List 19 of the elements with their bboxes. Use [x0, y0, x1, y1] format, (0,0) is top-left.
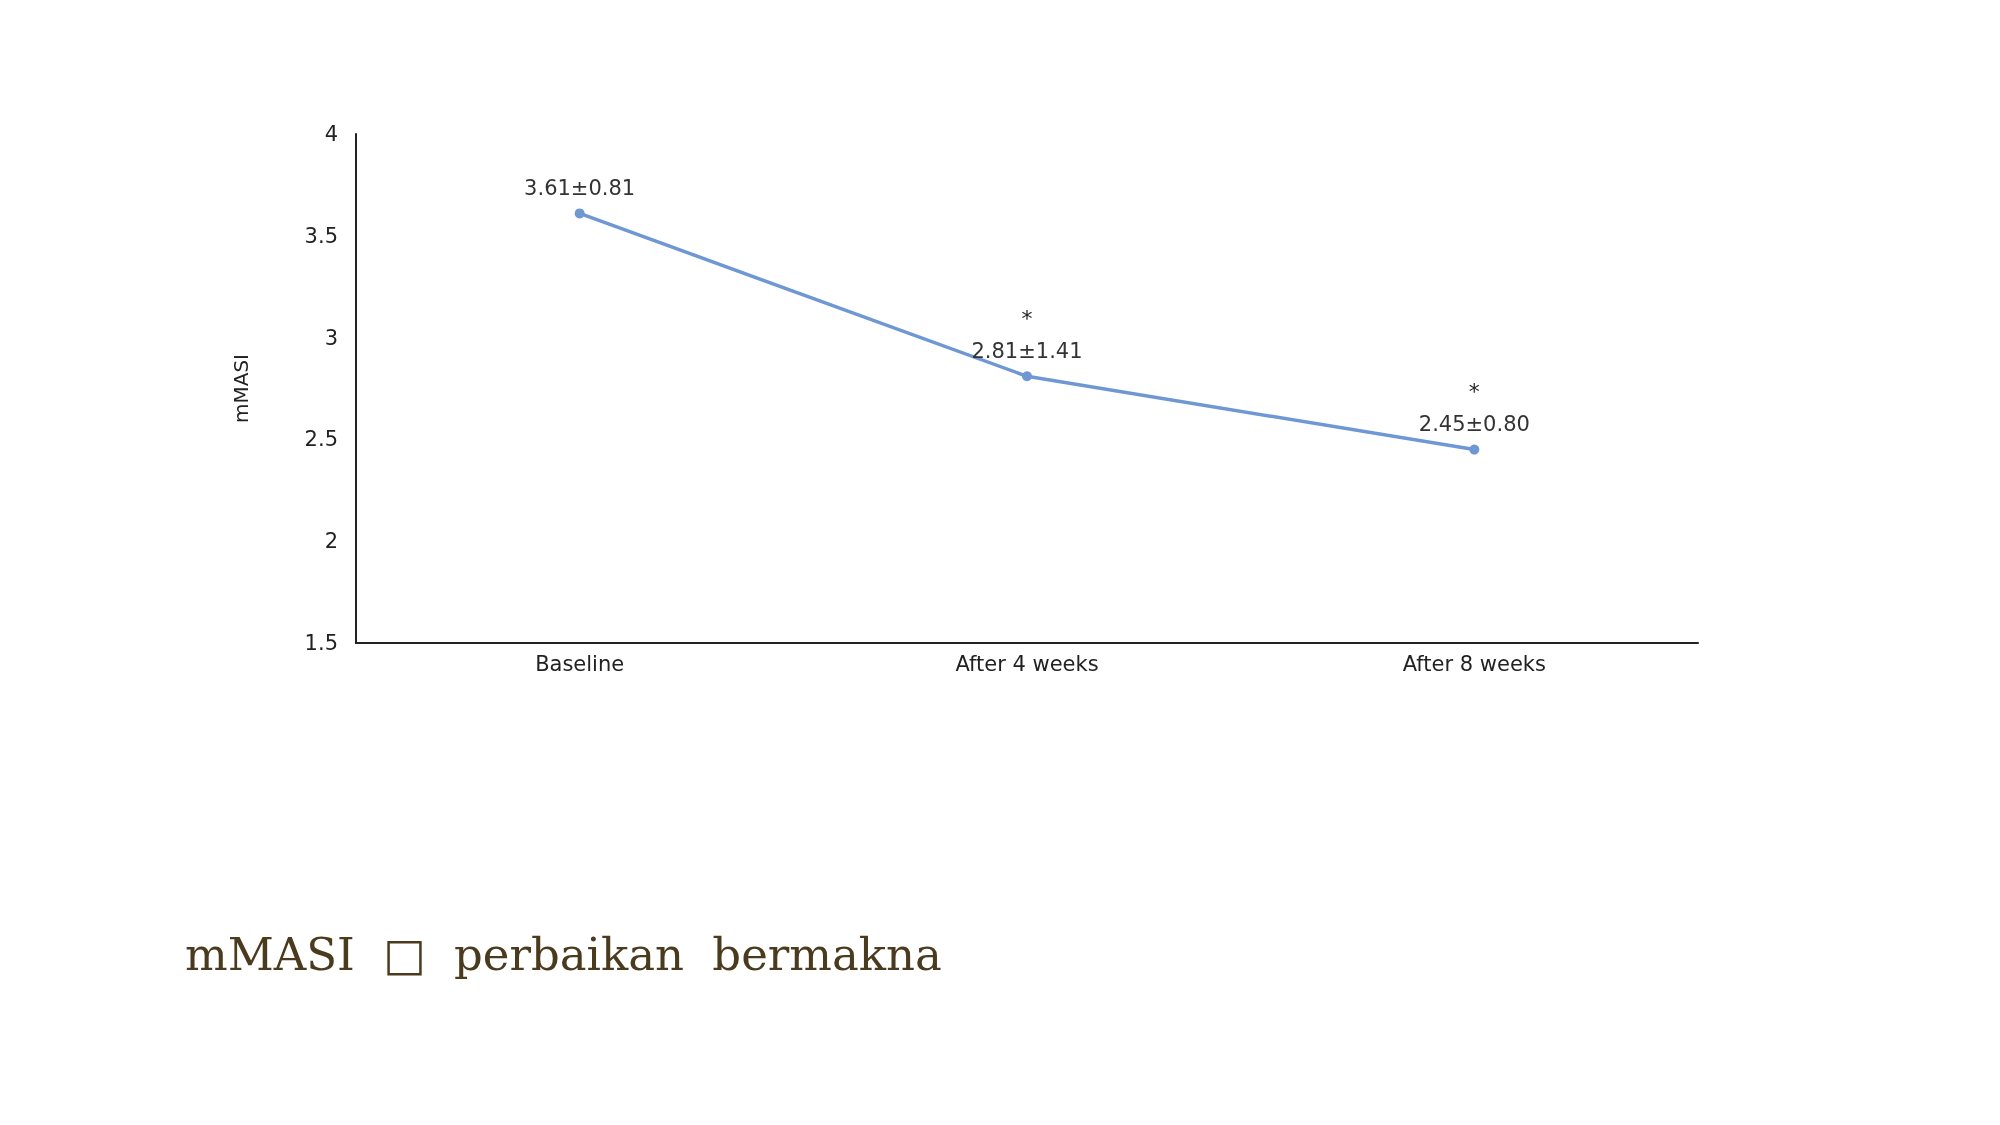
- y-tick-label: 3.5: [304, 223, 338, 248]
- point: [1022, 371, 1032, 382]
- data-label: 2.81±1.41: [971, 338, 1083, 363]
- annotation: *: [1021, 305, 1033, 331]
- x-tick-label: After 8 weeks: [1402, 651, 1546, 676]
- point: [1469, 444, 1480, 455]
- x-tick-label: Baseline: [535, 651, 625, 676]
- y-tick-label: 1.5: [304, 631, 338, 655]
- data-label: 2.45±0.80: [1418, 412, 1530, 437]
- point: [574, 208, 585, 219]
- y-tick-label: 3: [324, 325, 338, 350]
- y-tick-label: 4: [324, 122, 338, 146]
- annotation: *: [1468, 379, 1480, 405]
- x-tick-label: After 4 weeks: [955, 651, 1099, 676]
- y-tick-label: 2.5: [304, 427, 338, 452]
- data-label: 3.61±0.81: [524, 175, 636, 200]
- y-axis-title: mMASI: [229, 353, 253, 424]
- text: mMASI □ perbaikan bermakna: [185, 928, 942, 981]
- y-tick-label: 2: [324, 529, 338, 554]
